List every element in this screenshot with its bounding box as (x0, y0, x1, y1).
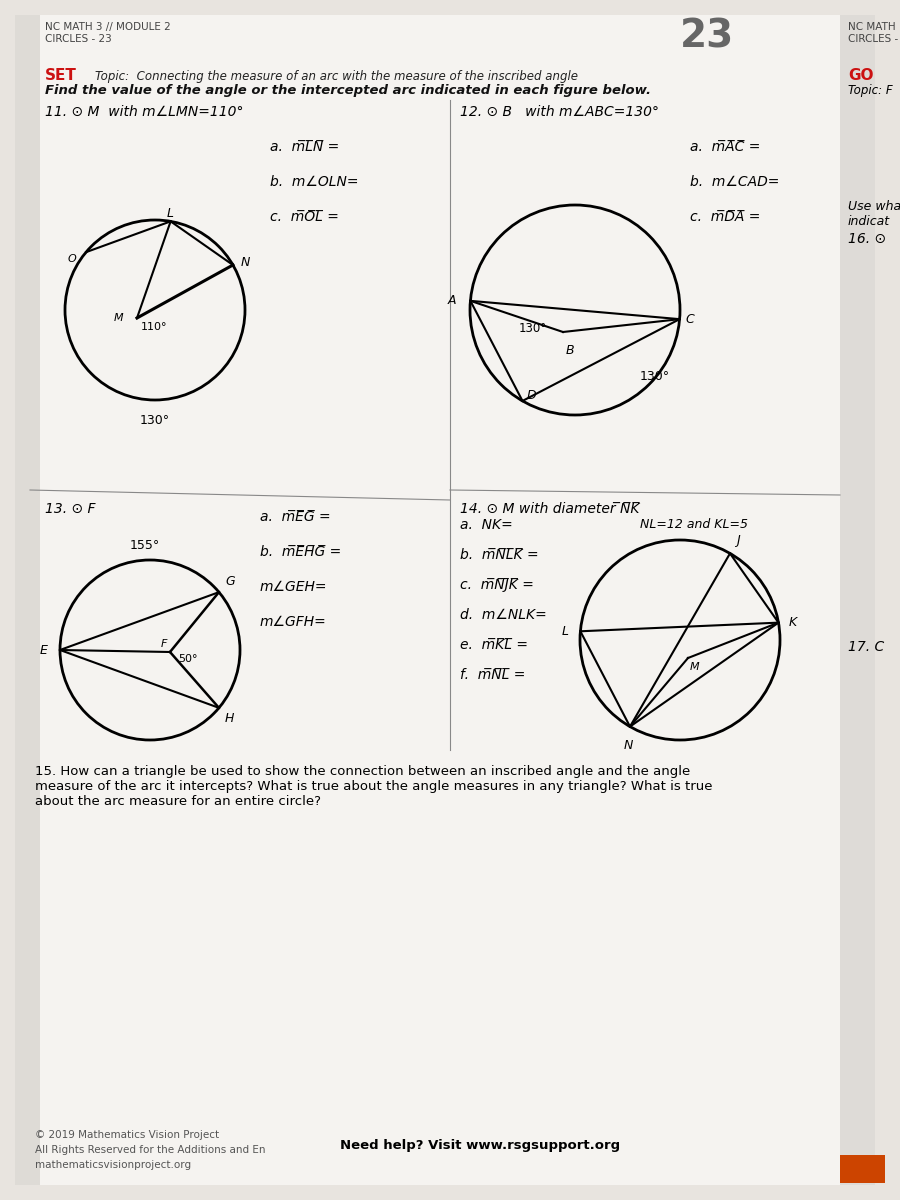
Text: c.  m̅O̅L̅ =: c. m̅O̅L̅ = (270, 210, 339, 224)
Text: 23: 23 (680, 18, 734, 56)
Text: f.  m̅N̅L̅ =: f. m̅N̅L̅ = (460, 668, 526, 682)
Text: M: M (690, 662, 699, 672)
FancyBboxPatch shape (840, 1154, 885, 1183)
Text: E: E (40, 643, 48, 656)
Text: All Rights Reserved for the Additions and En: All Rights Reserved for the Additions an… (35, 1145, 266, 1154)
Text: CIRCLES - 23: CIRCLES - 23 (45, 34, 112, 44)
Text: a.  m̅A̅C̅ =: a. m̅A̅C̅ = (690, 140, 760, 154)
Text: 50°: 50° (178, 654, 197, 664)
Text: M: M (113, 313, 123, 323)
Text: m∠GFH=: m∠GFH= (260, 614, 327, 629)
Text: N: N (241, 257, 250, 270)
Text: 14. ⊙ M with diameter ̅N̅K̅: 14. ⊙ M with diameter ̅N̅K̅ (460, 502, 640, 516)
Text: Need help? Visit www.rsgsupport.org: Need help? Visit www.rsgsupport.org (340, 1139, 620, 1152)
Text: indicat: indicat (848, 215, 890, 228)
FancyBboxPatch shape (840, 14, 875, 1186)
Text: b.  m∠CAD=: b. m∠CAD= (690, 175, 779, 188)
Text: NC MATH 3 // MODULE 2: NC MATH 3 // MODULE 2 (45, 22, 171, 32)
Text: NC MATH: NC MATH (848, 22, 896, 32)
Text: 11. ⊙ M  with m∠LMN=110°: 11. ⊙ M with m∠LMN=110° (45, 104, 244, 119)
Text: 110°: 110° (141, 322, 167, 332)
Text: O: O (68, 254, 76, 264)
Text: Topic: F: Topic: F (848, 84, 893, 97)
Text: 16. ⊙: 16. ⊙ (848, 232, 886, 246)
Text: C: C (686, 313, 695, 325)
FancyBboxPatch shape (15, 14, 40, 1186)
Text: A: A (448, 294, 456, 307)
Text: 130°: 130° (519, 322, 547, 335)
FancyBboxPatch shape (15, 14, 875, 1186)
Text: GO: GO (848, 68, 874, 83)
Text: NL=12 and KL=5: NL=12 and KL=5 (640, 518, 748, 530)
Text: mathematicsvisionproject.org: mathematicsvisionproject.org (35, 1160, 191, 1170)
Text: a.  NK=: a. NK= (460, 518, 513, 532)
Text: b.  m̅E̅H̅G̅ =: b. m̅E̅H̅G̅ = (260, 545, 341, 559)
Text: B: B (566, 344, 574, 358)
Text: N: N (624, 739, 633, 751)
Text: L: L (562, 625, 569, 637)
Text: 13. ⊙ F: 13. ⊙ F (45, 502, 95, 516)
Text: 15. How can a triangle be used to show the connection between an inscribed angle: 15. How can a triangle be used to show t… (35, 766, 713, 808)
Text: H: H (225, 712, 234, 725)
Text: d.  m∠NLK=: d. m∠NLK= (460, 608, 547, 622)
Text: Find the value of the angle or the intercepted arc indicated in each figure belo: Find the value of the angle or the inter… (45, 84, 651, 97)
Text: c.  m̅N̅J̅K̅ =: c. m̅N̅J̅K̅ = (460, 578, 534, 592)
Text: 155°: 155° (130, 539, 160, 552)
Text: a.  m̅E̅G̅ =: a. m̅E̅G̅ = (260, 510, 330, 524)
Text: G: G (225, 575, 235, 588)
Text: b.  m∠OLN=: b. m∠OLN= (270, 175, 358, 188)
Text: SET: SET (45, 68, 76, 83)
Text: Use wha: Use wha (848, 200, 900, 214)
Text: e.  m̅K̅L̅ =: e. m̅K̅L̅ = (460, 638, 528, 652)
Text: L: L (167, 208, 174, 221)
Text: J: J (736, 534, 740, 547)
Text: F: F (160, 638, 167, 649)
Text: D: D (526, 389, 536, 402)
Text: 17. C: 17. C (848, 640, 884, 654)
Text: © 2019 Mathematics Vision Project: © 2019 Mathematics Vision Project (35, 1130, 219, 1140)
Text: K: K (788, 616, 796, 629)
Text: m∠GEH=: m∠GEH= (260, 580, 328, 594)
Text: b.  m̅N̅L̅K̅ =: b. m̅N̅L̅K̅ = (460, 548, 538, 562)
Text: 12. ⊙ B   with m∠ABC=130°: 12. ⊙ B with m∠ABC=130° (460, 104, 659, 119)
Text: 130°: 130° (140, 414, 170, 427)
Text: 130°: 130° (640, 370, 670, 383)
Text: CIRCLES -: CIRCLES - (848, 34, 898, 44)
Text: c.  m̅D̅A̅ =: c. m̅D̅A̅ = (690, 210, 760, 224)
Text: a.  m̅L̅N̅ =: a. m̅L̅N̅ = (270, 140, 339, 154)
Text: Topic:  Connecting the measure of an arc with the measure of the inscribed angle: Topic: Connecting the measure of an arc … (95, 70, 578, 83)
